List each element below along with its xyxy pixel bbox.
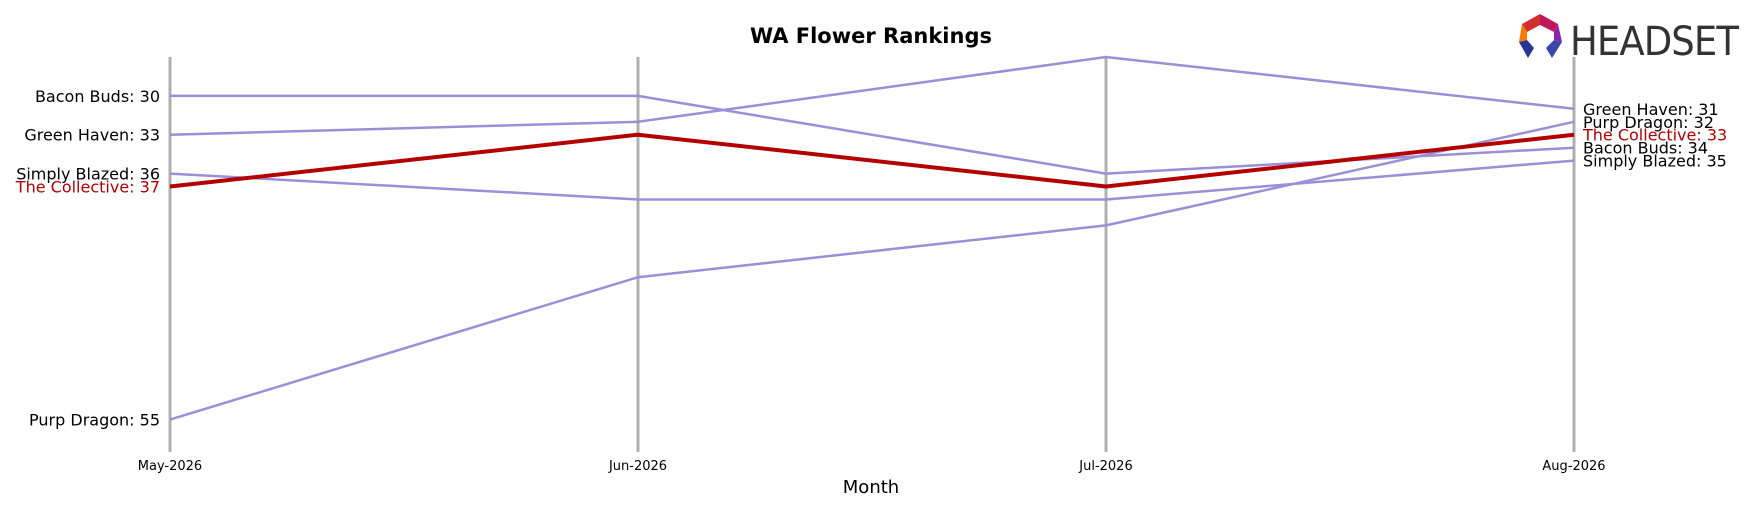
x-tick-label: Aug-2026 [1542, 459, 1605, 474]
series-line-simply-blazed [169, 159, 1575, 201]
right-label: Purp Dragon: 32 [1583, 113, 1714, 132]
chart-title: WA Flower Rankings [750, 24, 992, 48]
logo-text: HEADSET [1570, 19, 1739, 65]
left-label: Green Haven: 33 [24, 126, 160, 145]
x-tick-label: May-2026 [138, 459, 202, 474]
series-line-the-collective [169, 132, 1575, 189]
series-line-purp-dragon [169, 120, 1575, 421]
left-label: Bacon Buds: 30 [35, 87, 160, 106]
x-axis-label: Month [843, 477, 899, 498]
right-label: The Collective: 33 [1582, 126, 1727, 145]
right-label: Green Haven: 31 [1583, 100, 1719, 119]
left-label: The Collective: 37 [15, 178, 160, 197]
month-gridlines [168, 57, 1576, 452]
left-label: Purp Dragon: 55 [29, 411, 160, 430]
x-tick-label: Jul-2026 [1078, 459, 1132, 474]
series-lines [169, 55, 1575, 421]
x-tick-labels: May-2026 Jun-2026 Jul-2026 Aug-2026 [138, 459, 1606, 474]
right-label: Simply Blazed: 35 [1583, 152, 1727, 171]
left-rank-labels: Bacon Buds: 30 Green Haven: 33 Simply Blaz… [15, 87, 160, 430]
headset-logo-icon [1519, 14, 1562, 58]
series-line-green-haven [169, 55, 1575, 136]
x-tick-label: Jun-2026 [608, 459, 667, 474]
headset-logo: HEADSET [1519, 14, 1740, 65]
right-label: Bacon Buds: 34 [1583, 139, 1708, 158]
left-label: Simply Blazed: 36 [16, 165, 160, 184]
